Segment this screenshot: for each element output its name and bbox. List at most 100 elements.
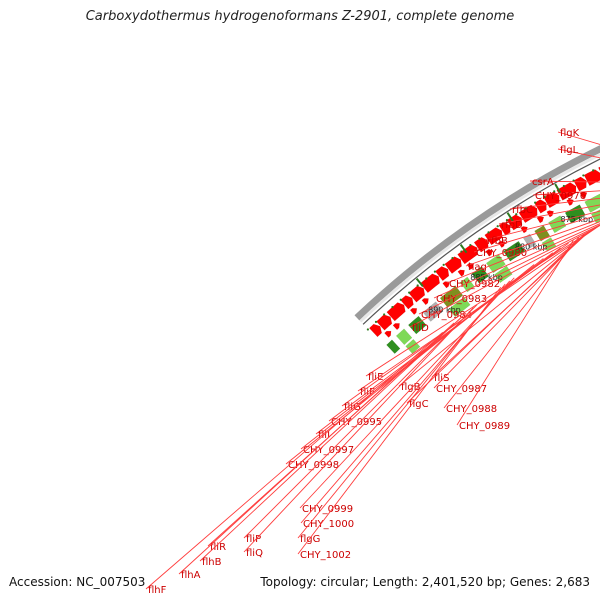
gene-leader-line [484, 210, 600, 241]
gene-label: flhF [148, 585, 167, 596]
minor-tick [515, 213, 518, 216]
minor-tick [582, 174, 585, 177]
gene-label-layer: flgKflgLcsrACHY_0976rfbCrfbDrfbBCHY_0980… [145, 128, 600, 596]
gene-leader-line [297, 286, 502, 555]
gene-label: fliD [412, 323, 429, 334]
gene-leader-line [446, 221, 600, 284]
gene-label: CHY_1000 [303, 519, 354, 530]
cds-arrow [518, 204, 538, 224]
gene-leader-line [243, 307, 474, 553]
cds-marker [485, 249, 493, 257]
gene-label: rfbD [501, 220, 523, 231]
tick-label: 890 kbp [428, 306, 461, 315]
cds-marker [409, 308, 418, 315]
major-tick [415, 278, 424, 288]
minor-tick [383, 313, 386, 316]
gene-leader-line [145, 332, 443, 590]
feature-layer [369, 166, 600, 354]
cog-block [395, 328, 413, 346]
gene-label: flgG [300, 534, 320, 545]
gene-label: rfbB [487, 236, 508, 247]
gene-leader-line [357, 225, 600, 392]
gene-label: hag [468, 262, 487, 273]
major-tick [459, 244, 468, 254]
gene-label: CHY_0998 [288, 460, 339, 471]
gene-label: fliR [210, 542, 226, 553]
gene-label: rfbC [512, 205, 533, 216]
gene-label: CHY_0987 [436, 384, 487, 395]
gene-label: CHY_0995 [331, 417, 382, 428]
minor-tick [391, 305, 394, 309]
gene-label: flgC [409, 399, 429, 410]
gene-leader-line [406, 233, 585, 404]
minor-tick [442, 263, 445, 266]
minor-tick [416, 284, 419, 287]
cog-block [534, 225, 551, 242]
gene-label: CHY_0984 [421, 310, 472, 321]
cds-marker [536, 216, 545, 224]
gene-label: flgB [401, 382, 421, 393]
gene-leader-line [409, 225, 600, 328]
minor-tick [543, 195, 546, 199]
backbone-ring [354, 145, 600, 321]
accession-text: Accession: NC_007503 [9, 575, 146, 589]
tick-label: 875 kbp [560, 215, 593, 224]
gene-leader-line [178, 322, 455, 575]
tick-label: 880 kbp [515, 242, 548, 251]
cds-marker [457, 269, 465, 277]
gene-label: CHY_0989 [459, 421, 510, 432]
gene-label: CHY_0988 [446, 404, 497, 415]
gene-label: CHY_0997 [303, 445, 354, 456]
cds-arrow [573, 176, 587, 192]
gene-leader-line [365, 227, 596, 377]
cog-block [422, 301, 444, 322]
minor-tick [478, 237, 481, 240]
cds-arrow [534, 199, 547, 214]
gene-leader-line [433, 233, 585, 389]
cds-marker [421, 298, 429, 306]
cog-block [386, 339, 401, 354]
gene-label: fliS [434, 373, 449, 384]
major-tick [554, 183, 561, 194]
minor-tick [366, 328, 369, 331]
cds-marker [566, 198, 574, 206]
minor-tick [408, 291, 411, 294]
minor-tick [553, 190, 556, 193]
gene-label: fliP [246, 534, 261, 545]
minor-tick [534, 201, 537, 204]
gene-leader-line [557, 148, 600, 159]
gene-label: fliG [344, 402, 361, 413]
cds-arrow [408, 285, 426, 303]
minor-tick [592, 169, 595, 172]
cds-arrow [376, 314, 393, 331]
cog-block-inner [448, 296, 471, 318]
gene-leader-line [465, 218, 600, 267]
gene-leader-line [243, 304, 478, 539]
gene-leader-line [418, 224, 600, 315]
minor-tick [460, 250, 463, 253]
gene-label: fliE [368, 372, 383, 383]
gene-label: flgL [560, 145, 579, 156]
major-tick [506, 212, 514, 222]
cog-block [584, 193, 600, 213]
gene-leader-line [557, 131, 600, 145]
gene-leader-line [529, 180, 600, 183]
tick-label: 885 kbp [470, 273, 503, 282]
gene-label: flhA [181, 570, 201, 581]
gene-label: flhB [202, 557, 222, 568]
gene-label: CHY_0982 [449, 279, 500, 290]
minor-tick [496, 225, 499, 228]
cds-arrow [369, 323, 382, 338]
minor-tick [562, 184, 565, 188]
gene-label: CHY_0999 [302, 504, 353, 515]
gene-leader-line [456, 240, 574, 426]
gene-label: csrA [532, 177, 554, 188]
cds-marker [498, 240, 506, 248]
gene-label: CHY_0976 [535, 191, 586, 202]
gene-leader-line [398, 230, 592, 387]
cds-arrow [400, 295, 414, 310]
minor-tick [425, 277, 428, 280]
cds-arrow [556, 182, 577, 201]
